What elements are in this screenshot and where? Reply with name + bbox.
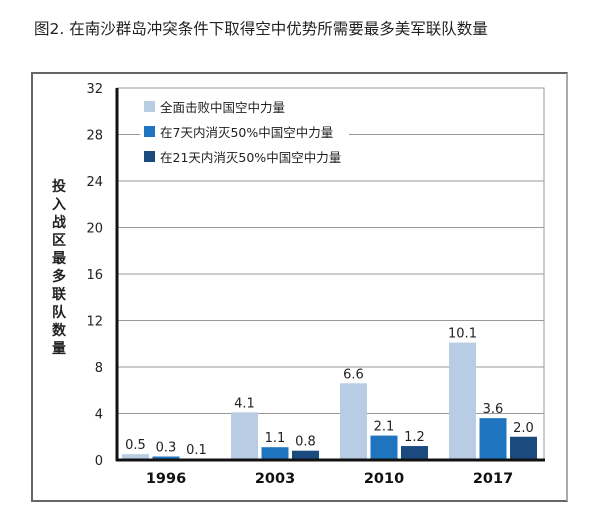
legend-label: 在7天内消灭50%中国空中力量: [160, 125, 334, 140]
y-axis-label: 投入战区最多联队数量: [52, 179, 66, 357]
y-tick-label: 12: [86, 315, 103, 330]
x-tick-label: 2010: [364, 471, 404, 487]
data-label: 3.6: [483, 402, 504, 417]
y-tick-label: 28: [86, 129, 103, 144]
data-label: 1.2: [404, 430, 425, 445]
legend-swatch: [144, 101, 155, 112]
y-tick-label: 20: [86, 222, 103, 237]
y-tick-label: 8: [95, 361, 103, 376]
data-label: 2.0: [513, 421, 534, 436]
bar: [449, 342, 476, 460]
chart-frame: [31, 72, 568, 502]
bar: [370, 435, 398, 460]
y-tick-label: 4: [95, 408, 103, 423]
bar: [152, 456, 180, 460]
legend-item: 全面击败中国空中力量: [144, 94, 341, 119]
data-label: 0.1: [186, 443, 207, 458]
bar: [479, 418, 507, 460]
x-tick-label: 2017: [473, 471, 513, 487]
legend: 全面击败中国空中力量 在7天内消灭50%中国空中力量 在21天内消灭50%中国空…: [140, 92, 350, 173]
x-tick-label: 2003: [255, 471, 295, 487]
data-label: 0.8: [295, 435, 316, 450]
bar: [231, 412, 258, 460]
chart-title: 图2. 在南沙群岛冲突条件下取得空中优势所需要最多美军联队数量: [34, 20, 488, 38]
data-label: 0.3: [156, 441, 177, 456]
legend-swatch: [144, 126, 155, 137]
legend-label: 在21天内消灭50%中国空中力量: [160, 150, 342, 165]
y-tick-label: 0: [95, 454, 103, 469]
bar: [401, 446, 428, 460]
data-label: 1.1: [265, 431, 286, 446]
legend-swatch: [144, 151, 155, 162]
legend-item: 在21天内消灭50%中国空中力量: [144, 144, 341, 169]
data-label: 4.1: [234, 396, 255, 411]
bar: [122, 454, 149, 460]
data-label: 0.5: [125, 438, 146, 453]
y-tick-label: 16: [86, 268, 103, 283]
legend-label: 全面击败中国空中力量: [160, 100, 286, 115]
bar: [292, 450, 319, 460]
legend-item: 在7天内消灭50%中国空中力量: [144, 119, 341, 144]
data-label: 10.1: [448, 327, 477, 342]
bar: [340, 383, 367, 460]
y-tick-label: 24: [86, 175, 103, 190]
data-label: 2.1: [374, 420, 395, 435]
data-label: 6.6: [343, 367, 364, 382]
y-tick-label: 32: [86, 82, 103, 97]
x-tick-label: 1996: [146, 471, 186, 487]
bar: [510, 436, 537, 460]
bar: [261, 447, 289, 460]
